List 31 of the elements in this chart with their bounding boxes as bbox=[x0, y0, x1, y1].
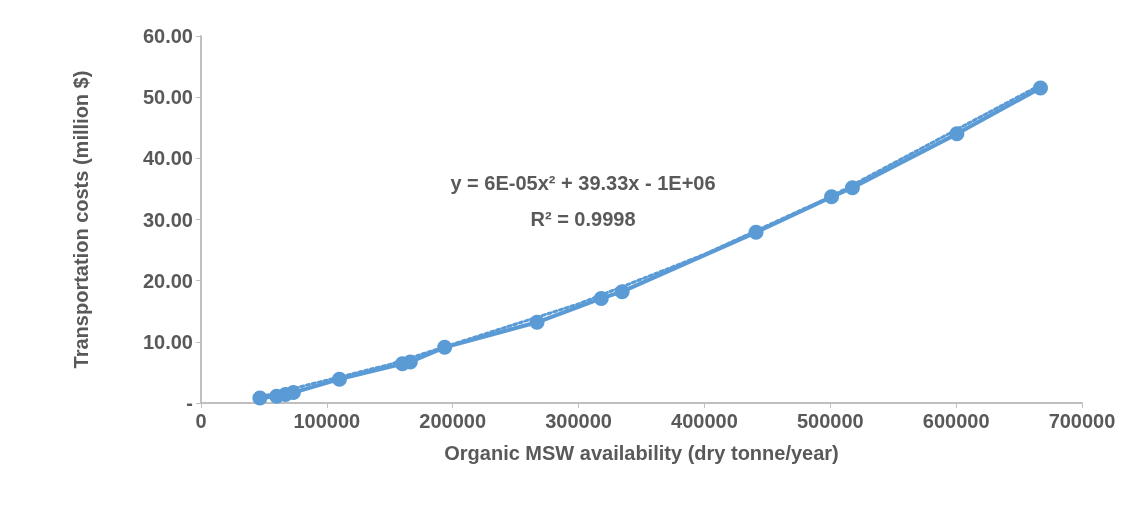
y-tick-label: 50.00 bbox=[142, 86, 193, 109]
point bbox=[824, 189, 840, 205]
x-axis-title: Organic MSW availability (dry tonne/year) bbox=[444, 442, 839, 464]
point bbox=[593, 290, 609, 306]
point bbox=[529, 314, 545, 330]
y-axis-title: Transportation costs (million $) bbox=[70, 70, 92, 369]
y-tick-label: 40.00 bbox=[142, 147, 193, 170]
x-tick-label: 0 bbox=[195, 410, 207, 432]
x-tick-label: 600000 bbox=[922, 410, 990, 432]
point bbox=[437, 339, 453, 355]
point bbox=[1032, 80, 1048, 96]
x-tick-label: 200000 bbox=[419, 410, 487, 432]
point bbox=[252, 390, 268, 406]
point bbox=[331, 371, 347, 387]
annotation: y = 6E-05x² + 39.33x - 1E+06 bbox=[450, 172, 716, 194]
x-tick-label: 500000 bbox=[796, 410, 864, 432]
point bbox=[285, 385, 301, 401]
x-tick-label: 400000 bbox=[671, 410, 738, 432]
y-tick-label: 30.00 bbox=[142, 208, 193, 231]
y-tick-label: 60.00 bbox=[142, 25, 193, 47]
y-tick-label: 10.00 bbox=[142, 330, 193, 353]
x-tick-label: 300000 bbox=[545, 410, 612, 432]
point bbox=[949, 126, 965, 142]
x-tick-label: 700000 bbox=[1048, 410, 1116, 432]
point bbox=[844, 180, 860, 196]
x-tick-label: 100000 bbox=[293, 410, 361, 432]
y-tick-label: - bbox=[186, 392, 193, 414]
y-tick-label: 20.00 bbox=[142, 269, 193, 292]
annotation: R² = 0.9998 bbox=[530, 208, 636, 230]
point bbox=[614, 284, 630, 300]
point bbox=[748, 224, 764, 240]
